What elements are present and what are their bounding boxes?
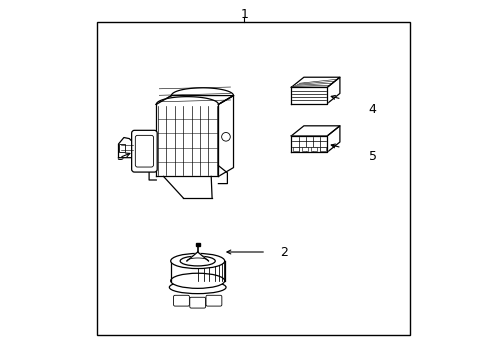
- Bar: [301, 147, 307, 151]
- Polygon shape: [291, 136, 326, 152]
- Ellipse shape: [170, 253, 224, 269]
- FancyBboxPatch shape: [135, 135, 153, 167]
- Polygon shape: [291, 126, 339, 136]
- Text: 4: 4: [368, 103, 376, 116]
- Polygon shape: [156, 96, 218, 104]
- Text: 1: 1: [240, 8, 248, 21]
- Circle shape: [221, 132, 230, 141]
- Bar: [310, 147, 316, 151]
- Polygon shape: [326, 126, 339, 152]
- Polygon shape: [118, 138, 136, 158]
- Polygon shape: [195, 243, 200, 246]
- Ellipse shape: [169, 281, 225, 294]
- Ellipse shape: [170, 273, 224, 288]
- Polygon shape: [156, 96, 233, 104]
- Bar: [292, 147, 298, 151]
- Polygon shape: [163, 176, 212, 198]
- Text: 5: 5: [368, 150, 376, 163]
- Polygon shape: [218, 96, 233, 176]
- Bar: [97, 22, 409, 335]
- Bar: [319, 147, 325, 151]
- Polygon shape: [291, 77, 339, 87]
- Bar: [118, 144, 125, 152]
- Ellipse shape: [180, 256, 215, 266]
- Polygon shape: [156, 104, 218, 176]
- Text: 2: 2: [280, 246, 288, 258]
- FancyBboxPatch shape: [189, 297, 205, 308]
- FancyBboxPatch shape: [131, 130, 157, 172]
- Polygon shape: [291, 87, 326, 104]
- Text: 3: 3: [116, 150, 124, 163]
- Polygon shape: [186, 252, 208, 261]
- FancyBboxPatch shape: [173, 295, 189, 306]
- Polygon shape: [326, 77, 339, 104]
- FancyBboxPatch shape: [205, 295, 222, 306]
